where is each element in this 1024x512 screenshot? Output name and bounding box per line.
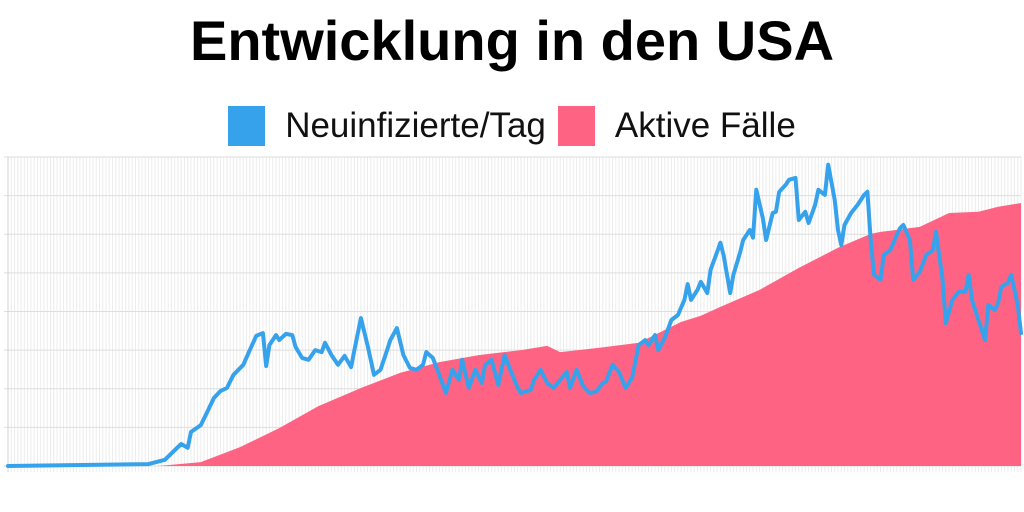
legend-swatch-active-cases [557, 106, 595, 146]
legend-label-active-cases: Aktive Fälle [614, 106, 796, 145]
legend-label-new-infections: Neuinfizierte/Tag [285, 106, 546, 145]
legend-item-active-cases[interactable]: Aktive Fälle [557, 104, 796, 148]
chart-title: Entwicklung in den USA [189, 9, 835, 72]
area-active-cases [8, 203, 1021, 466]
legend-item-new-infections[interactable]: Neuinfizierte/Tag [228, 104, 546, 148]
legend-swatch-new-infections [228, 106, 266, 146]
legend: Neuinfizierte/Tag Aktive Fälle [0, 104, 1024, 148]
